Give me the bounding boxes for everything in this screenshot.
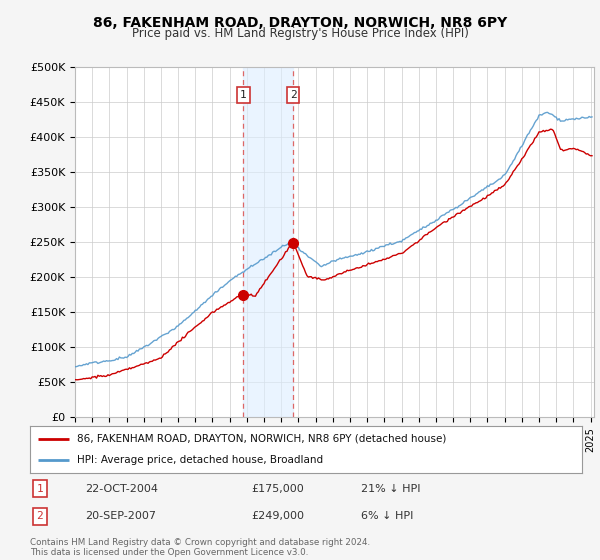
Text: 20-SEP-2007: 20-SEP-2007 [85,511,156,521]
Text: 2: 2 [37,511,43,521]
Text: HPI: Average price, detached house, Broadland: HPI: Average price, detached house, Broa… [77,455,323,465]
Text: 22-OCT-2004: 22-OCT-2004 [85,484,158,494]
Text: 1: 1 [240,90,247,100]
Bar [244,67,293,417]
Text: £175,000: £175,000 [251,484,304,494]
Text: 6% ↓ HPI: 6% ↓ HPI [361,511,413,521]
Text: 86, FAKENHAM ROAD, DRAYTON, NORWICH, NR8 6PY: 86, FAKENHAM ROAD, DRAYTON, NORWICH, NR8… [93,16,507,30]
Text: 1: 1 [37,484,43,494]
Text: 21% ↓ HPI: 21% ↓ HPI [361,484,421,494]
Text: 2: 2 [290,90,296,100]
Text: 86, FAKENHAM ROAD, DRAYTON, NORWICH, NR8 6PY (detached house): 86, FAKENHAM ROAD, DRAYTON, NORWICH, NR8… [77,434,446,444]
Text: £249,000: £249,000 [251,511,304,521]
Text: Contains HM Land Registry data © Crown copyright and database right 2024.
This d: Contains HM Land Registry data © Crown c… [30,538,370,557]
Text: Price paid vs. HM Land Registry's House Price Index (HPI): Price paid vs. HM Land Registry's House … [131,27,469,40]
